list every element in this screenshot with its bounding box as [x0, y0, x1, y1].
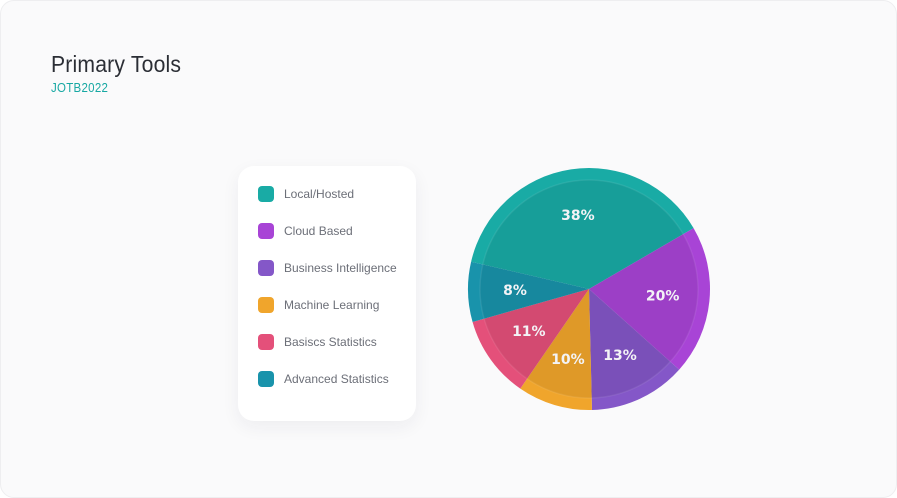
pie-slice-shade	[589, 289, 671, 398]
legend-item-advanced-statistics[interactable]: Advanced Statistics	[258, 369, 389, 389]
legend-swatch	[258, 223, 274, 239]
pie-slice-shade	[484, 289, 589, 379]
legend-item-machine-learning[interactable]: Machine Learning	[258, 295, 379, 315]
pie-slices-inner	[479, 179, 699, 399]
pie-slices	[467, 167, 711, 410]
inner-ring	[479, 179, 699, 399]
legend-swatch	[258, 297, 274, 313]
legend-swatch	[258, 186, 274, 202]
slice-value-label: 8%	[503, 283, 527, 299]
pie-slice-cloud-based[interactable]	[589, 228, 711, 370]
slice-value-label: 20%	[646, 288, 680, 304]
legend-item-local-hosted[interactable]: Local/Hosted	[258, 184, 354, 204]
legend-label: Cloud Based	[284, 224, 353, 238]
slice-value-label: 11%	[512, 324, 546, 340]
legend: Local/Hosted Cloud Based Business Intell…	[238, 166, 416, 421]
pie-slice-shade	[482, 179, 684, 289]
pie-slice-machine-learning[interactable]	[520, 289, 592, 410]
slice-value-label: 13%	[603, 348, 637, 364]
slice-value-label: 38%	[561, 208, 595, 224]
pie-slice-labels: 38% 20% 13% 10% 11% 8%	[503, 208, 679, 368]
pie-slice-advanced-statistics[interactable]	[467, 261, 589, 322]
legend-swatch	[258, 334, 274, 350]
legend-swatch	[258, 260, 274, 276]
legend-label: Business Intelligence	[284, 261, 397, 275]
legend-swatch	[258, 371, 274, 387]
legend-item-cloud-based[interactable]: Cloud Based	[258, 221, 353, 241]
legend-item-basics-statistics[interactable]: Basiscs Statistics	[258, 332, 377, 352]
legend-label: Basiscs Statistics	[284, 335, 377, 349]
pie-slice-shade	[527, 289, 592, 399]
pie-slice-basiscs-statistics[interactable]	[472, 289, 589, 389]
pie-slice-local-hosted[interactable]	[471, 167, 694, 289]
slice-value-label: 10%	[551, 352, 585, 368]
pie-chart: 38% 20% 13% 10% 11% 8%	[467, 167, 711, 410]
chart-subtitle: JOTB2022	[51, 81, 109, 95]
legend-label: Local/Hosted	[284, 187, 355, 201]
pie-slice-shade	[589, 234, 699, 362]
pie-slice-business-intelligence[interactable]	[589, 289, 680, 410]
chart-title: Primary Tools	[51, 51, 182, 77]
legend-item-business-intelligence[interactable]: Business Intelligence	[258, 258, 397, 278]
legend-label: Machine Learning	[284, 298, 380, 312]
pie-slice-shade	[479, 264, 589, 319]
legend-label: Advanced Statistics	[284, 372, 389, 386]
